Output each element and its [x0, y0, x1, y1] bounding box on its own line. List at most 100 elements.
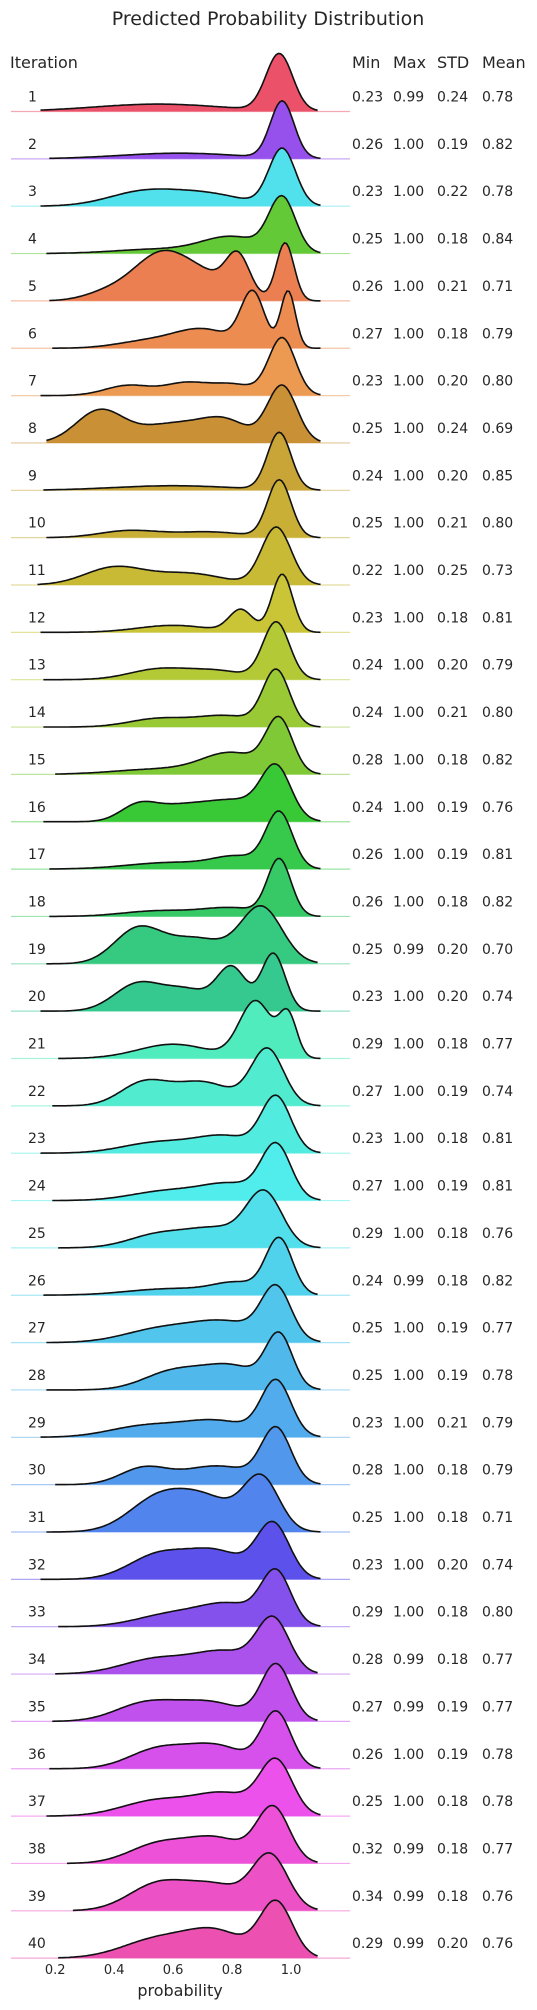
- stat-max: 1.00: [393, 705, 424, 721]
- stat-std: 0.18: [437, 326, 468, 342]
- ridge-fill-35: [52, 1663, 318, 1722]
- stat-std: 0.18: [437, 1037, 468, 1053]
- stat-mean: 0.81: [482, 1179, 513, 1195]
- stat-max: 0.99: [393, 1273, 424, 1289]
- ridge-fill-24: [52, 1142, 321, 1201]
- ridge-fill-5: [49, 242, 321, 301]
- ridge-fill-7: [40, 337, 321, 396]
- stat-max: 0.99: [393, 1936, 424, 1952]
- ridge-outline-24: [52, 1141, 321, 1202]
- iteration-label: 9: [28, 468, 37, 484]
- ridge-outline-9: [43, 431, 321, 491]
- iteration-label: 12: [28, 610, 46, 626]
- stat-mean: 0.78: [482, 1747, 513, 1763]
- stat-mean: 0.81: [482, 610, 513, 626]
- iteration-label: 4: [28, 232, 37, 248]
- stat-max: 1.00: [393, 847, 424, 863]
- ridge-fill-40: [58, 1900, 318, 1959]
- ridge-fill-33: [58, 1568, 321, 1627]
- stat-min: 0.24: [352, 658, 383, 674]
- stat-mean: 0.85: [482, 468, 513, 484]
- ridge-fill-29: [40, 1379, 321, 1438]
- stat-min: 0.26: [352, 847, 383, 863]
- stat-std: 0.18: [437, 1131, 468, 1147]
- stat-max: 1.00: [393, 1557, 424, 1573]
- stat-std: 0.20: [437, 1936, 468, 1952]
- x-tick-label: 0.4: [104, 1963, 125, 1978]
- stat-std: 0.19: [437, 1321, 468, 1337]
- iteration-label: 40: [28, 1936, 46, 1952]
- stat-max: 1.00: [393, 1226, 424, 1242]
- stat-mean: 0.69: [482, 421, 513, 437]
- stat-mean: 0.74: [482, 989, 513, 1005]
- stat-min: 0.23: [352, 989, 383, 1005]
- iteration-label: 38: [28, 1841, 46, 1857]
- iteration-label: 27: [28, 1321, 46, 1337]
- stat-mean: 0.74: [482, 1084, 513, 1100]
- iteration-label: 26: [28, 1273, 46, 1289]
- stat-mean: 0.78: [482, 1368, 513, 1384]
- stat-max: 1.00: [393, 1747, 424, 1763]
- stat-min: 0.23: [352, 90, 383, 106]
- ridge-outline-26: [43, 1236, 318, 1296]
- x-tick-label: 0.8: [222, 1963, 243, 1978]
- stat-max: 1.00: [393, 1368, 424, 1384]
- ridge-fill-8: [46, 384, 321, 443]
- stat-std: 0.18: [437, 1794, 468, 1810]
- stat-max: 1.00: [393, 468, 424, 484]
- stat-std: 0.18: [437, 1889, 468, 1905]
- stat-mean: 0.71: [482, 1510, 513, 1526]
- ridge-fill-3: [40, 148, 321, 207]
- stat-mean: 0.76: [482, 1936, 513, 1952]
- ridge-outline-4: [46, 194, 321, 255]
- ridge-fill-6: [52, 290, 321, 349]
- stat-min: 0.29: [352, 1605, 383, 1621]
- iteration-label: 21: [28, 1037, 46, 1053]
- stat-mean: 0.77: [482, 1321, 513, 1337]
- iteration-label: 5: [28, 279, 37, 295]
- iteration-label: 35: [28, 1699, 46, 1715]
- ridge-fill-20: [40, 953, 321, 1012]
- stat-std: 0.24: [437, 90, 468, 106]
- stat-min: 0.26: [352, 137, 383, 153]
- stat-max: 0.99: [393, 90, 424, 106]
- ridge-outline-35: [52, 1662, 318, 1723]
- stat-mean: 0.82: [482, 1273, 513, 1289]
- stat-min: 0.28: [352, 1652, 383, 1668]
- stat-mean: 0.80: [482, 374, 513, 390]
- iteration-label: 34: [28, 1652, 46, 1668]
- stat-min: 0.29: [352, 1037, 383, 1053]
- stat-max: 0.99: [393, 1889, 424, 1905]
- ridge-outline-10: [46, 478, 321, 539]
- ridge-outline-16: [43, 762, 321, 823]
- stat-std: 0.25: [437, 563, 468, 579]
- ridge-outline-23: [40, 1094, 321, 1154]
- stat-max: 1.00: [393, 752, 424, 768]
- stat-std: 0.19: [437, 1368, 468, 1384]
- stat-mean: 0.79: [482, 658, 513, 674]
- ridge-fill-25: [58, 1189, 321, 1248]
- ridge-fill-28: [46, 1332, 321, 1390]
- ridge-outline-40: [58, 1899, 318, 1959]
- stat-mean: 0.77: [482, 1841, 513, 1857]
- stat-std: 0.18: [437, 232, 468, 248]
- ridge-fill-26: [43, 1237, 318, 1296]
- ridge-fill-37: [46, 1758, 321, 1817]
- iteration-label: 11: [28, 563, 46, 579]
- stat-header-mean: Mean: [482, 53, 526, 72]
- stat-min: 0.25: [352, 232, 383, 248]
- ridge-outline-12: [40, 573, 321, 634]
- stat-min: 0.25: [352, 421, 383, 437]
- stat-min: 0.29: [352, 1226, 383, 1242]
- stat-max: 1.00: [393, 800, 424, 816]
- stat-std: 0.18: [437, 1605, 468, 1621]
- stat-max: 1.00: [393, 1794, 424, 1810]
- stat-min: 0.25: [352, 1368, 383, 1384]
- row-header: Iteration: [10, 53, 78, 72]
- stat-max: 1.00: [393, 894, 424, 910]
- iteration-label: 13: [28, 658, 46, 674]
- stat-mean: 0.82: [482, 894, 513, 910]
- ridge-fill-2: [49, 100, 321, 159]
- stat-mean: 0.74: [482, 1557, 513, 1573]
